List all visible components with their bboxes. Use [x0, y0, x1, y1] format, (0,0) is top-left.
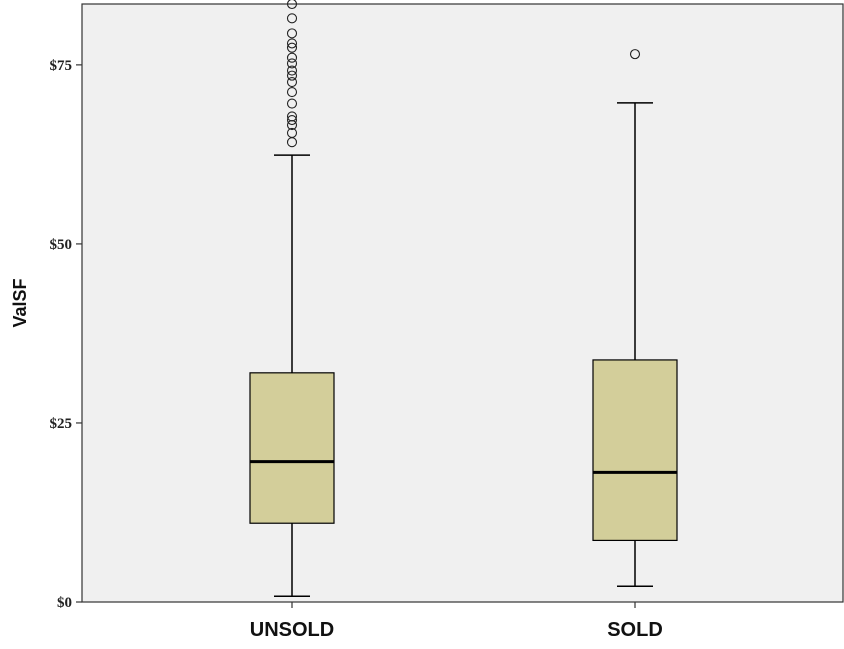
outlier-point [286, 38, 298, 49]
box-unsold [249, 0, 335, 598]
outlier-point [629, 49, 641, 60]
outlier-point [286, 70, 298, 81]
y-tick-label: $50 [50, 237, 73, 253]
y-tick-label: $75 [50, 58, 73, 74]
outlier-point [286, 58, 298, 69]
iqr-box [592, 359, 678, 542]
box-series [249, 0, 678, 598]
outlier-point [286, 98, 298, 109]
x-category-label: UNSOLD [250, 619, 334, 641]
y-axis: $0 $25 $50 $75 [50, 58, 82, 611]
outlier-point [286, 114, 298, 126]
iqr-box [249, 372, 335, 524]
outlier-point [286, 52, 298, 63]
plot-area [81, 3, 844, 603]
outlier-point [286, 111, 298, 122]
outlier-point [286, 127, 298, 138]
x-category-label: SOLD [607, 619, 663, 641]
outlier-point [286, 42, 298, 53]
outlier-point [286, 87, 298, 98]
outlier-point [286, 65, 298, 76]
outlier-point [286, 13, 298, 24]
y-tick-label: $0 [57, 595, 72, 611]
y-axis-title: ValSF [10, 278, 30, 327]
x-axis: UNSOLD SOLD [250, 602, 663, 641]
box-sold [592, 49, 678, 587]
outlier-point [286, 0, 298, 10]
outlier-point [286, 77, 298, 88]
outlier-point [286, 28, 298, 39]
y-tick-label: $25 [50, 416, 73, 432]
